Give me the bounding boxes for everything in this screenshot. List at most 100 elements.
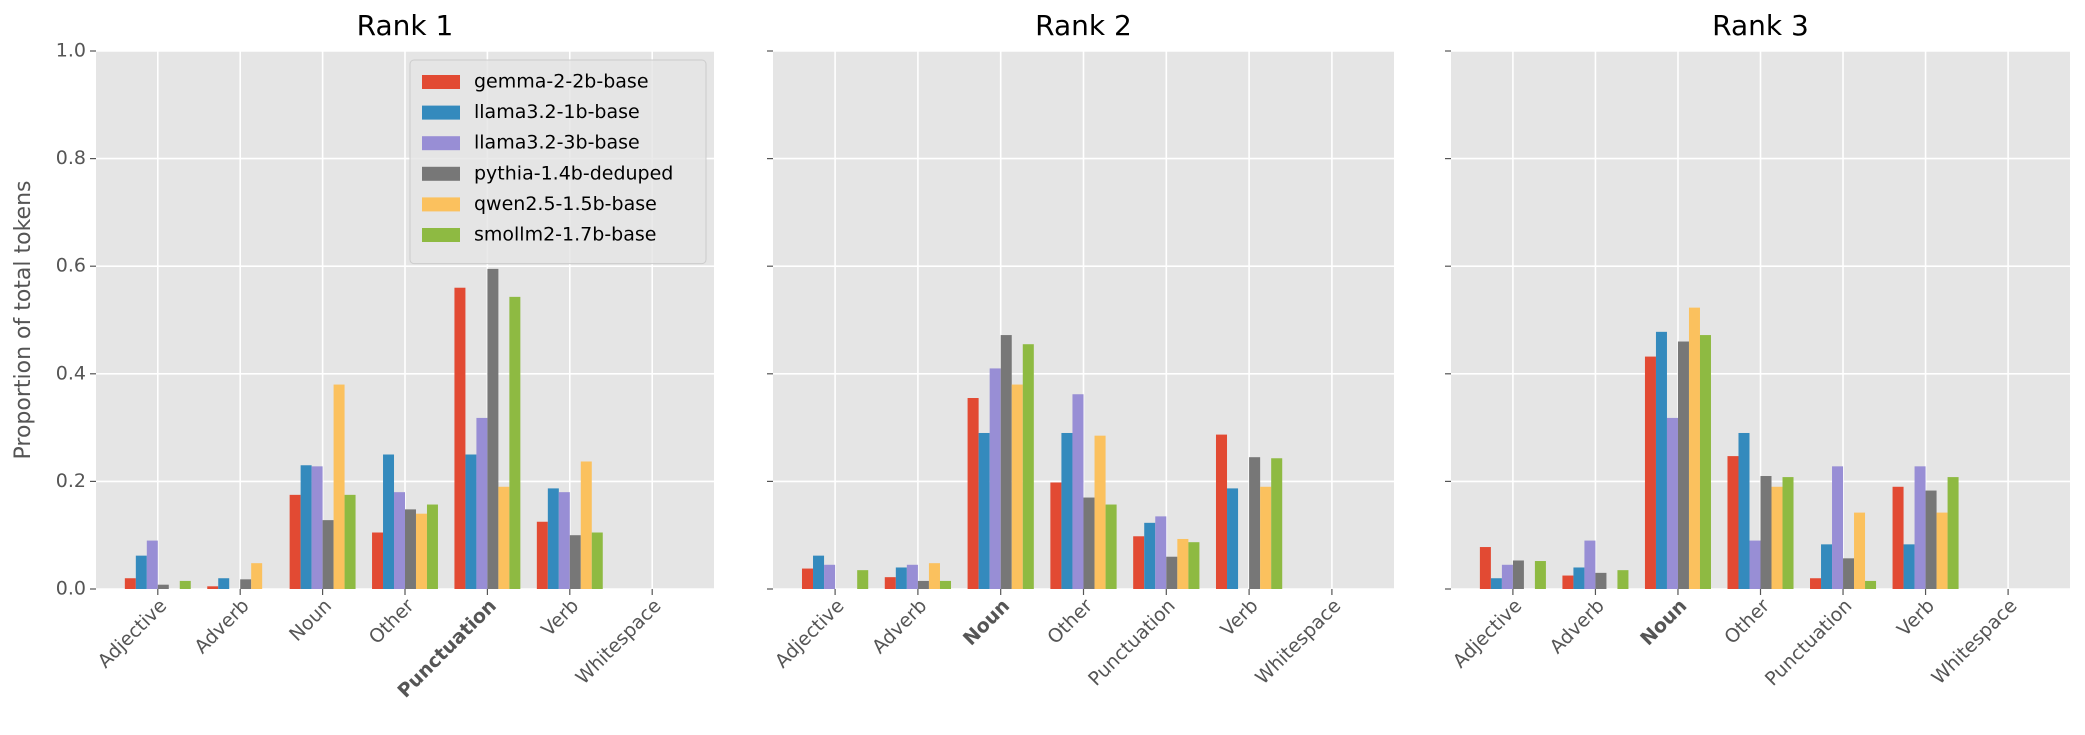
bar (1479, 547, 1491, 589)
panel-title: Rank 2 (1035, 9, 1132, 42)
bar (1271, 458, 1283, 589)
x-tick-label: Other (1720, 595, 1774, 649)
bar (1936, 512, 1948, 589)
y-tick-label: 0.0 (56, 578, 86, 600)
bar (1782, 477, 1794, 589)
bar (1249, 457, 1261, 589)
bar (333, 384, 345, 589)
bar (218, 578, 230, 589)
bar (1105, 504, 1117, 589)
bar (454, 287, 466, 589)
bar (1133, 536, 1145, 589)
bar (939, 580, 952, 589)
bar (179, 580, 191, 589)
bar (465, 454, 477, 589)
bar (1215, 434, 1228, 589)
bar (917, 580, 929, 589)
bar (1677, 341, 1689, 589)
bar (344, 494, 356, 589)
bar (1188, 542, 1200, 589)
x-tick-label: Verb (1893, 595, 1939, 641)
legend-label: llama3.2-3b-base (474, 132, 640, 154)
bar (1892, 486, 1904, 589)
bar (928, 563, 940, 589)
bar (989, 368, 1001, 589)
bar (300, 465, 312, 589)
legend-label: qwen2.5-1.5b-base (474, 193, 657, 215)
x-tick-label: Verb (1216, 595, 1262, 641)
bar (1832, 466, 1844, 589)
x-tick-label: Adjective (1449, 595, 1527, 673)
bar (509, 296, 521, 589)
bar (1022, 344, 1034, 589)
bar (569, 535, 581, 589)
legend-swatch (422, 166, 460, 181)
x-tick-label: Other (1043, 595, 1097, 649)
x-tick-label: Adverb (190, 595, 253, 658)
bar (1644, 356, 1656, 589)
x-tick-label: Punctuation (1761, 595, 1857, 691)
bar (1810, 578, 1822, 589)
bar (813, 555, 825, 589)
x-tick-label: Other (365, 595, 419, 649)
y-tick-label: 0.8 (56, 147, 86, 169)
y-tick-label: 0.4 (56, 362, 86, 384)
x-tick-label: Verb (537, 595, 583, 641)
y-tick-label: 0.2 (56, 470, 86, 492)
bar (1061, 432, 1073, 589)
bar (1050, 482, 1062, 589)
panel-title: Rank 3 (1712, 9, 1809, 42)
panel: 0.0 0.2 0.4 0.6 0.8 1.0 Adjective Adverb Noun Oth… (11, 9, 714, 702)
bar (1727, 456, 1739, 589)
bar (1144, 522, 1156, 589)
legend-swatch (422, 136, 460, 151)
bar (1688, 307, 1700, 589)
bar (498, 486, 510, 589)
bar (895, 567, 907, 589)
bar (1501, 564, 1513, 589)
bar (207, 586, 219, 589)
bar (289, 494, 301, 589)
bar (1490, 578, 1502, 589)
bar (1155, 516, 1167, 589)
bar (978, 432, 990, 589)
bar (580, 461, 592, 589)
bar (1011, 384, 1023, 589)
legend-swatch (422, 197, 460, 212)
bar (1000, 335, 1012, 589)
bar (1534, 561, 1546, 589)
bar (1072, 394, 1084, 589)
legend-box (409, 59, 707, 265)
bar (1655, 331, 1667, 589)
x-tick-label: Noun (285, 595, 336, 646)
legend-label: gemma-2-2b-base (474, 71, 649, 93)
bar (824, 564, 836, 589)
bar (906, 564, 918, 589)
bar (322, 520, 334, 589)
bar (591, 532, 603, 589)
x-tick-label: Punctuation (1084, 595, 1180, 691)
bar (1166, 556, 1178, 589)
bar (146, 540, 158, 589)
x-tick-label: Adjective (771, 595, 849, 673)
bar (1760, 476, 1772, 589)
y-axis-label: Proportion of total tokens (11, 181, 36, 460)
x-tick-label: Whitespace (1927, 595, 2021, 689)
legend-label: pythia-1.4b-deduped (474, 162, 673, 184)
bar (1749, 540, 1761, 589)
bar (426, 504, 438, 589)
x-tick-label: Noun (959, 595, 1014, 650)
bar (476, 417, 488, 589)
x-tick-label: Adverb (868, 595, 931, 658)
y-tick-label: 0.6 (56, 255, 86, 277)
bar (1821, 544, 1833, 589)
bar (558, 492, 570, 589)
bar (1584, 540, 1596, 589)
x-tick-label: Whitespace (1251, 595, 1345, 689)
bar (383, 454, 395, 589)
x-tick-label: Whitespace (572, 595, 666, 689)
bar (1177, 538, 1189, 589)
bar (311, 466, 323, 589)
bar (240, 579, 252, 589)
